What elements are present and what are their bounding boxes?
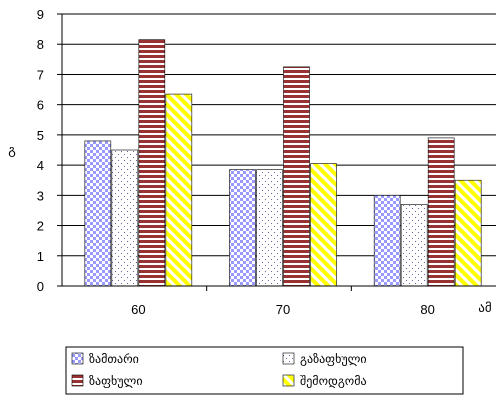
bar-3-70: [283, 66, 310, 287]
y-tick-label: 8: [37, 37, 44, 52]
bar-3-60: [138, 39, 166, 287]
bar-2-60: [111, 149, 139, 287]
y-tick-label: 9: [37, 7, 44, 22]
bars: [84, 39, 482, 287]
x-tick-label: 70: [276, 302, 290, 317]
bar-2-80: [400, 204, 428, 287]
bar-1-60: [84, 140, 112, 287]
bar-2-70: [256, 169, 283, 287]
x-tick-label: 60: [131, 302, 145, 317]
y-tick-label: 1: [37, 249, 44, 264]
legend-swatch: [71, 374, 84, 387]
legend-swatch: [282, 352, 295, 365]
bar-1-70: [229, 169, 256, 287]
bar-1-80: [373, 195, 401, 287]
legend-label: გაზაფხული: [300, 352, 367, 366]
legend-swatch: [71, 352, 84, 365]
legend-box: [65, 346, 464, 395]
legend: ზამთარი გაზაფხული ზაფხული შემოდგომა: [65, 346, 464, 395]
y-tick-label: 2: [37, 219, 44, 234]
legend-label: ზამთარი: [89, 352, 139, 366]
y-tick-label: 6: [37, 98, 44, 113]
legend-swatch: [282, 374, 295, 387]
y-tick-label: 7: [37, 67, 44, 82]
y-tick-label: 5: [37, 128, 44, 143]
axes: [61, 14, 496, 287]
x-unit-label: ამ: [478, 301, 491, 316]
x-tick-label: 80: [420, 302, 434, 317]
bar-4-60: [165, 93, 193, 287]
legend-label: ზაფხული: [89, 374, 143, 388]
bar-4-70: [310, 163, 337, 287]
bar-3-80: [427, 137, 455, 287]
bar-4-80: [454, 179, 482, 287]
tick-labels: 0 1 2 3 4 5 6 7 8 9 60 70 80: [37, 7, 435, 317]
y-axis-label: გ: [8, 143, 16, 158]
y-tick-label: 3: [37, 188, 44, 203]
y-tick-label: 0: [37, 279, 44, 294]
legend-label: შემოდგომა: [300, 374, 367, 388]
y-tick-label: 4: [37, 158, 44, 173]
